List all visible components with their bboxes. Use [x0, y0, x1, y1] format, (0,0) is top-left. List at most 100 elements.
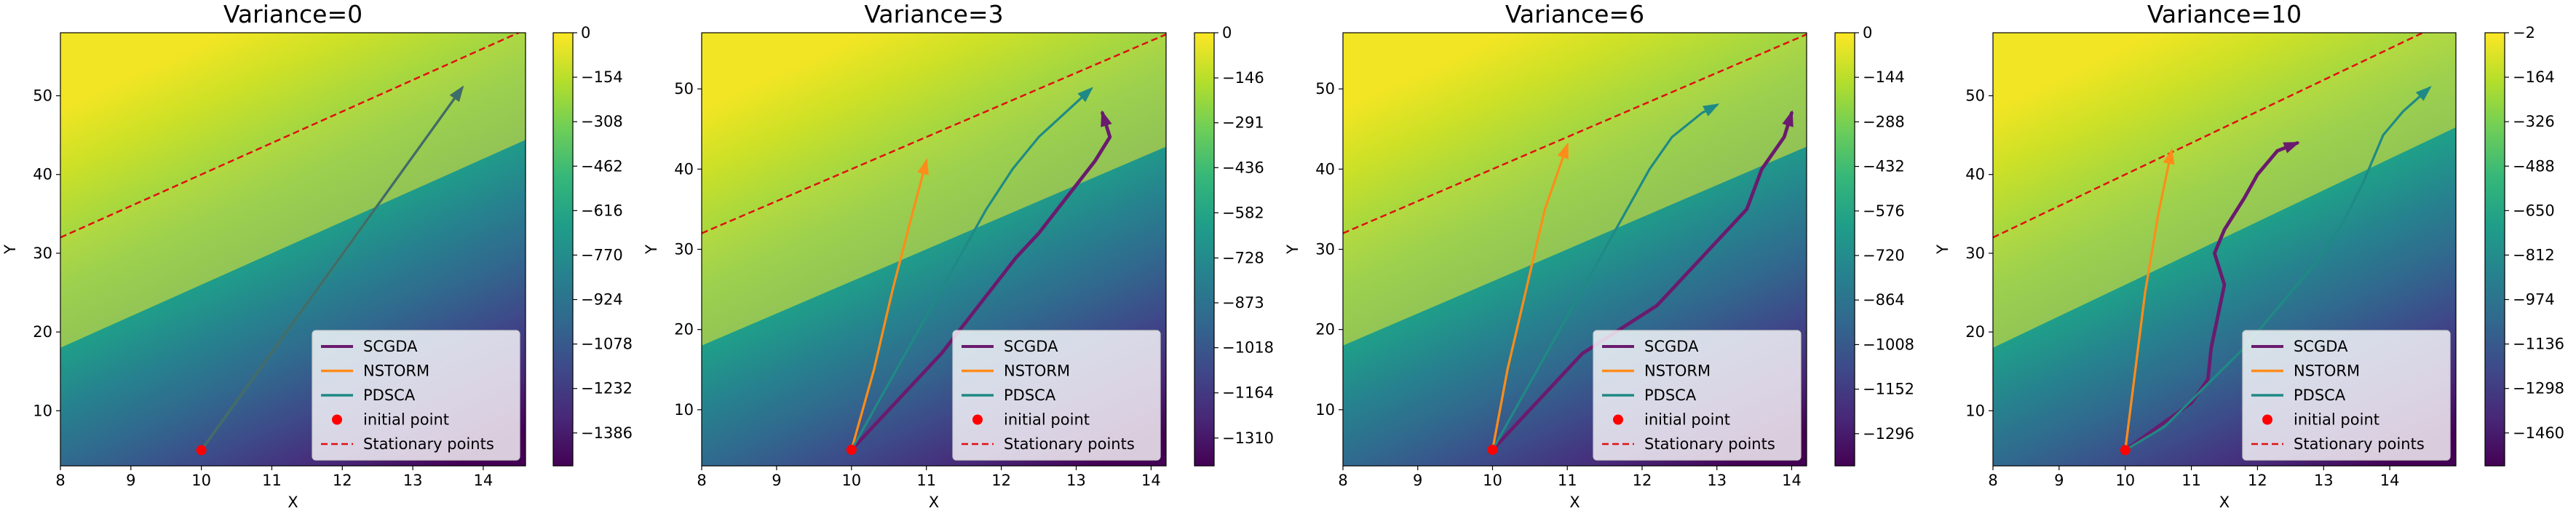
colorbar-tick-label: −1078 [581, 336, 633, 353]
arrowhead-pdsca [449, 85, 464, 103]
arrowhead-scgda [1782, 110, 1794, 127]
initial-point-marker [196, 445, 207, 456]
x-tick-label: 12 [991, 472, 1011, 489]
stationary-points-line [702, 33, 1166, 234]
series-line-nstorm [1491, 143, 1569, 451]
y-tick-label: 20 [1315, 321, 1335, 338]
arrowhead-nstorm [917, 158, 929, 175]
legend: SCGDA NSTORM PDSCA initial point Stationary … [2242, 330, 2451, 461]
colorbar-tick-label: −728 [1222, 249, 1264, 266]
y-axis-label: Y [643, 245, 660, 255]
heatmap-band [702, 34, 1166, 346]
series-line-pdsca [1491, 103, 1719, 451]
chart-panel-3: 8 9 10 11 12 13 14 10 20 30 40 50 Variance=6 X Y 0 −144 −… [1284, 0, 1914, 511]
series-line-scgda [2123, 141, 2299, 452]
x-tick-label: 8 [55, 472, 65, 489]
colorbar-tick-label: 0 [1863, 24, 1872, 41]
legend-swatch-initial [1613, 414, 1623, 425]
y-tick-label: 30 [1965, 245, 1985, 262]
arrowhead-pdsca [1077, 87, 1094, 103]
colorbar-tick-label: 0 [1222, 24, 1232, 41]
y-tick-label: 10 [1315, 401, 1335, 419]
colorbar-tick-label: −924 [581, 291, 623, 309]
y-tick-label: 20 [1965, 323, 1985, 341]
colorbar-tick-label: −1008 [1863, 336, 1914, 353]
x-tick-label: 13 [2314, 472, 2334, 489]
series-line-nstorm [850, 159, 928, 451]
y-tick-label: 20 [674, 321, 694, 338]
axes-frame [60, 32, 526, 467]
y-tick-label: 30 [674, 241, 694, 258]
legend-swatch-initial [2262, 414, 2272, 425]
colorbar [1194, 32, 1215, 467]
colorbar-tick-label: −616 [581, 202, 623, 219]
legend-label-nstorm: NSTORM [2294, 362, 2360, 380]
legend-label-nstorm: NSTORM [363, 362, 429, 380]
heatmap-band [1343, 34, 1807, 346]
x-tick-label: 13 [403, 472, 423, 489]
chart-panel-4: 8 9 10 11 12 13 14 10 20 30 40 50 Variance=10 X Y −2 −16… [1934, 0, 2564, 511]
legend: SCGDA NSTORM PDSCA initial point Stationary … [1593, 330, 1802, 461]
x-tick-label: 10 [191, 472, 211, 489]
heatmap-band [60, 33, 526, 348]
x-axis-label: X [1569, 494, 1580, 511]
stationary-points-line [1993, 33, 2425, 239]
legend-label-stationary: Stationary points [2294, 435, 2425, 453]
legend-label-stationary: Stationary points [363, 435, 494, 453]
stationary-points-line [1343, 33, 1807, 234]
x-tick-label: 9 [772, 472, 781, 489]
x-tick-label: 13 [1066, 472, 1086, 489]
colorbar-tick-label: −812 [2513, 246, 2555, 264]
colorbar-tick-label: −864 [1863, 291, 1905, 309]
colorbar-tick-label: −164 [2513, 68, 2555, 86]
series-line-pdsca [200, 87, 464, 451]
legend: SCGDA NSTORM PDSCA initial point Stationary … [312, 330, 520, 461]
series-line-pdsca [850, 87, 1093, 451]
colorbar-tick-label: −582 [1222, 204, 1264, 221]
legend-label-nstorm: NSTORM [1004, 362, 1070, 380]
arrowhead-pdsca [1703, 103, 1720, 116]
colorbar-tick-label: −1460 [2513, 424, 2564, 442]
x-tick-label: 14 [1782, 472, 1802, 489]
colorbar-tick-label: 0 [581, 24, 590, 41]
x-tick-label: 14 [1141, 472, 1161, 489]
x-tick-label: 11 [2181, 472, 2201, 489]
x-tick-label: 10 [841, 472, 861, 489]
legend-label-scgda: SCGDA [1004, 338, 1058, 355]
colorbar-tick-label: −650 [2513, 202, 2555, 219]
y-tick-label: 40 [674, 160, 694, 178]
initial-point-marker [1487, 444, 1498, 455]
colorbar-tick-label: −146 [1222, 69, 1264, 87]
x-tick-label: 9 [126, 472, 135, 489]
series-line-pdsca [2124, 87, 2431, 451]
colorbar-tick-label: −1152 [1863, 381, 1914, 398]
colorbar-tick-label: −1164 [1222, 384, 1274, 402]
x-tick-label: 12 [1633, 472, 1652, 489]
colorbar-tick-label: −291 [1222, 114, 1264, 132]
stationary-points-line [60, 33, 521, 239]
y-tick-label: 10 [674, 401, 694, 419]
colorbar-tick-label: −432 [1863, 158, 1905, 175]
legend-label-pdsca: PDSCA [363, 387, 416, 404]
legend-label-initial: initial point [1644, 411, 1730, 429]
colorbar-tick-label: −488 [2513, 157, 2555, 175]
x-tick-label: 8 [697, 472, 706, 489]
colorbar-tick-label: −1310 [1222, 429, 1274, 447]
legend-swatch-initial [332, 414, 342, 425]
axes-frame [1992, 32, 2457, 467]
series-line-scgda [849, 111, 1112, 452]
legend-label-initial: initial point [2294, 411, 2379, 429]
x-tick-label: 9 [1413, 472, 1422, 489]
y-tick-label: 50 [1965, 87, 1985, 105]
legend-box [952, 330, 1161, 461]
colorbar-tick-label: −1298 [2513, 380, 2564, 397]
y-tick-label: 40 [1965, 166, 1985, 183]
y-axis-label: Y [1, 245, 19, 255]
y-tick-label: 10 [33, 402, 52, 419]
y-tick-label: 40 [1315, 160, 1335, 178]
colorbar-tick-label: −462 [581, 157, 623, 175]
colorbar-tick-label: −288 [1863, 113, 1905, 130]
x-tick-label: 11 [262, 472, 282, 489]
colorbar-tick-label: −144 [1863, 68, 1905, 86]
